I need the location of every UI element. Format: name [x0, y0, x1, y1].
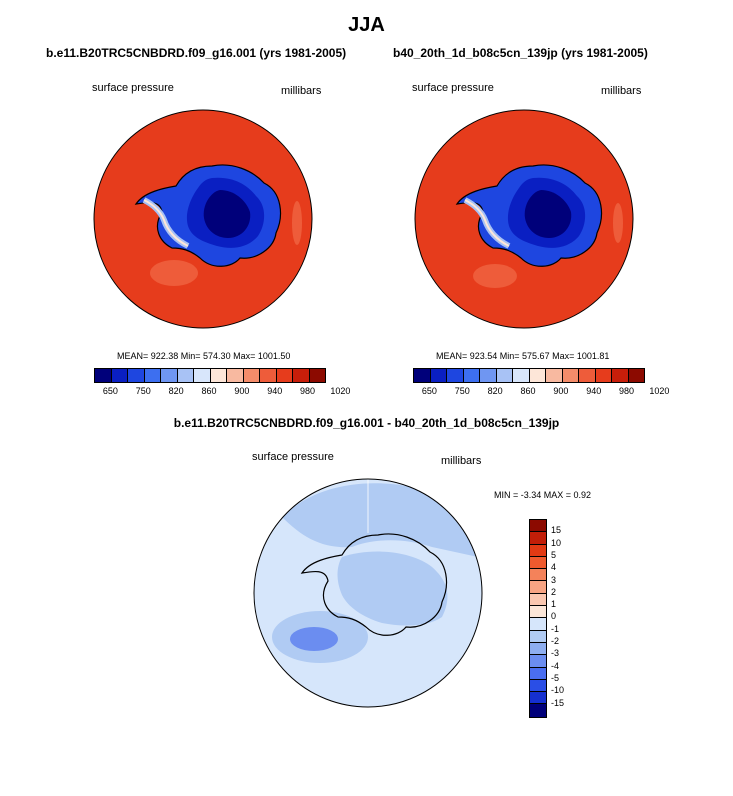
left-variable-label: surface pressure — [92, 82, 174, 94]
colorbar-swatch — [463, 369, 480, 382]
colorbar-tick-label: 900 — [553, 386, 569, 396]
diff-panel-title: b.e11.B20TRC5CNBDRD.f09_g16.001 - b40_20… — [173, 416, 560, 430]
colorbar-tick-label: 820 — [487, 386, 503, 396]
colorbar-tick-label: 0 — [551, 611, 557, 622]
colorbar-swatch — [529, 369, 546, 382]
colorbar-swatch — [530, 544, 546, 557]
colorbar-tick-label: -15 — [551, 697, 565, 708]
colorbar-swatch — [530, 569, 546, 582]
colorbar-tick-label: -10 — [551, 685, 565, 696]
colorbar-swatch — [530, 692, 546, 705]
colorbar-tick-label: -4 — [551, 660, 560, 671]
colorbar-swatch — [260, 369, 277, 382]
left-units-label: millibars — [281, 85, 322, 97]
colorbar-swatch — [530, 606, 546, 619]
colorbar-swatch — [210, 369, 227, 382]
colorbar-swatch — [161, 369, 178, 382]
colorbar-swatch — [530, 679, 546, 693]
colorbar-tick-label: 940 — [586, 386, 602, 396]
colorbar-swatch — [128, 369, 145, 382]
colorbar-swatch — [530, 520, 546, 533]
colorbar-swatch — [530, 667, 546, 680]
colorbar-tick-label: -1 — [551, 623, 560, 634]
colorbar-swatch — [546, 369, 563, 382]
colorbar-swatch — [530, 704, 546, 717]
colorbar-swatch — [530, 581, 546, 594]
right-colorbar — [413, 368, 645, 383]
colorbar-swatch — [293, 369, 310, 382]
colorbar-swatch — [227, 369, 244, 382]
colorbar-swatch — [612, 369, 629, 382]
right-variable-label: surface pressure — [412, 82, 494, 94]
colorbar-tick-label: -5 — [551, 672, 560, 683]
colorbar-swatch — [513, 369, 530, 382]
colorbar-swatch — [530, 618, 546, 631]
colorbar-tick-label: 10 — [551, 537, 562, 548]
colorbar-swatch — [144, 369, 161, 382]
diff-colorbar — [529, 519, 547, 718]
left-panel-title: b.e11.B20TRC5CNBDRD.f09_g16.001 (yrs 198… — [46, 46, 347, 60]
colorbar-swatch — [447, 369, 464, 382]
page-title: JJA — [348, 14, 385, 36]
colorbar-swatch — [430, 369, 447, 382]
colorbar-tick-label: 5 — [551, 549, 557, 560]
colorbar-tick-label: -2 — [551, 636, 560, 646]
colorbar-tick-label: 900 — [234, 386, 250, 396]
colorbar-tick-label: 940 — [267, 386, 283, 396]
colorbar-tick-label: 980 — [619, 386, 635, 396]
colorbar-swatch — [194, 369, 211, 382]
colorbar-swatch — [579, 369, 596, 382]
colorbar-swatch — [530, 593, 546, 607]
colorbar-tick-label: -3 — [551, 648, 560, 659]
left-antarctic-map — [93, 109, 313, 329]
colorbar-tick-label: 15 — [551, 525, 562, 536]
diff-stats: MIN = -3.34 MAX = 0.92 — [494, 490, 592, 500]
left-colorbar — [94, 368, 326, 383]
colorbar-swatch — [177, 369, 194, 382]
colorbar-tick-label: 3 — [551, 574, 557, 585]
left-stats: MEAN= 922.38 Min= 574.30 Max= 1001.50 — [117, 351, 291, 361]
colorbar-swatch — [309, 369, 325, 382]
colorbar-swatch — [530, 655, 546, 668]
colorbar-tick-label: 1020 — [649, 386, 670, 396]
colorbar-tick-label: 650 — [421, 386, 437, 396]
colorbar-tick-label: 750 — [135, 386, 151, 396]
colorbar-tick-label: 2 — [551, 586, 557, 597]
colorbar-swatch — [595, 369, 612, 382]
right-stats: MEAN= 923.54 Min= 575.67 Max= 1001.81 — [436, 351, 610, 361]
colorbar-tick-label: 980 — [300, 386, 316, 396]
colorbar-swatch — [530, 630, 546, 643]
right-units-label: millibars — [601, 85, 642, 97]
colorbar-swatch — [414, 369, 431, 382]
colorbar-tick-label: 820 — [168, 386, 184, 396]
colorbar-tick-label: 650 — [102, 386, 118, 396]
colorbar-swatch — [530, 532, 546, 545]
colorbar-swatch — [480, 369, 497, 382]
diff-units-label: millibars — [441, 455, 482, 467]
right-antarctic-map — [414, 109, 634, 329]
colorbar-tick-label: 750 — [454, 386, 470, 396]
colorbar-swatch — [562, 369, 579, 382]
colorbar-tick-label: 1 — [551, 599, 557, 610]
colorbar-swatch — [95, 369, 112, 382]
colorbar-swatch — [530, 642, 546, 656]
right-panel-title: b40_20th_1d_b08c5cn_139jp (yrs 1981-2005… — [393, 46, 648, 60]
colorbar-swatch — [276, 369, 293, 382]
colorbar-swatch — [243, 369, 260, 382]
diff-variable-label: surface pressure — [252, 451, 334, 463]
colorbar-tick-label: 860 — [520, 386, 536, 396]
colorbar-swatch — [496, 369, 513, 382]
colorbar-swatch — [111, 369, 128, 382]
colorbar-swatch — [628, 369, 644, 382]
colorbar-tick-label: 1020 — [330, 386, 351, 396]
colorbar-swatch — [530, 556, 546, 570]
diff-antarctic-map — [253, 478, 483, 708]
colorbar-tick-label: 860 — [201, 386, 217, 396]
colorbar-tick-label: 4 — [551, 562, 557, 573]
